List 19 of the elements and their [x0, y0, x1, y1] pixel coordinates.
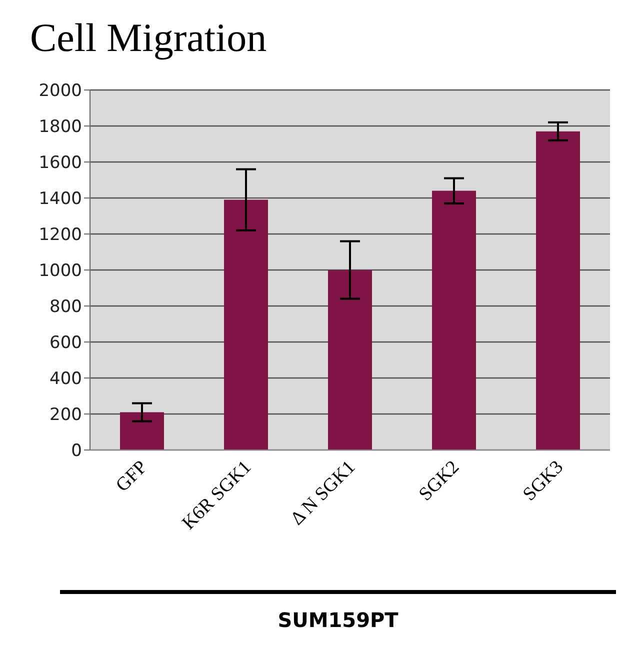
bar — [328, 270, 372, 450]
y-tick-label: 1800 — [38, 117, 82, 138]
y-tick-label: 1000 — [38, 261, 82, 282]
chart-title: Cell Migration — [29, 14, 268, 62]
y-tick-label: 200 — [50, 405, 82, 426]
bar — [224, 200, 268, 450]
y-tick-label: 0 — [71, 441, 82, 462]
y-tick-label: 1600 — [38, 153, 82, 174]
y-tick-label: 800 — [50, 297, 82, 318]
y-tick-label: 2000 — [38, 81, 82, 102]
x-tick-label: GFP — [112, 456, 152, 496]
y-tick-label: 1200 — [38, 225, 82, 246]
y-tick-label: 600 — [50, 333, 82, 354]
x-axis-title: SUM159PT — [276, 608, 400, 632]
bar — [432, 190, 476, 450]
y-tick-label: 400 — [50, 369, 82, 390]
bar — [120, 412, 164, 450]
y-tick-label: 1400 — [38, 189, 82, 210]
bar — [536, 131, 580, 450]
